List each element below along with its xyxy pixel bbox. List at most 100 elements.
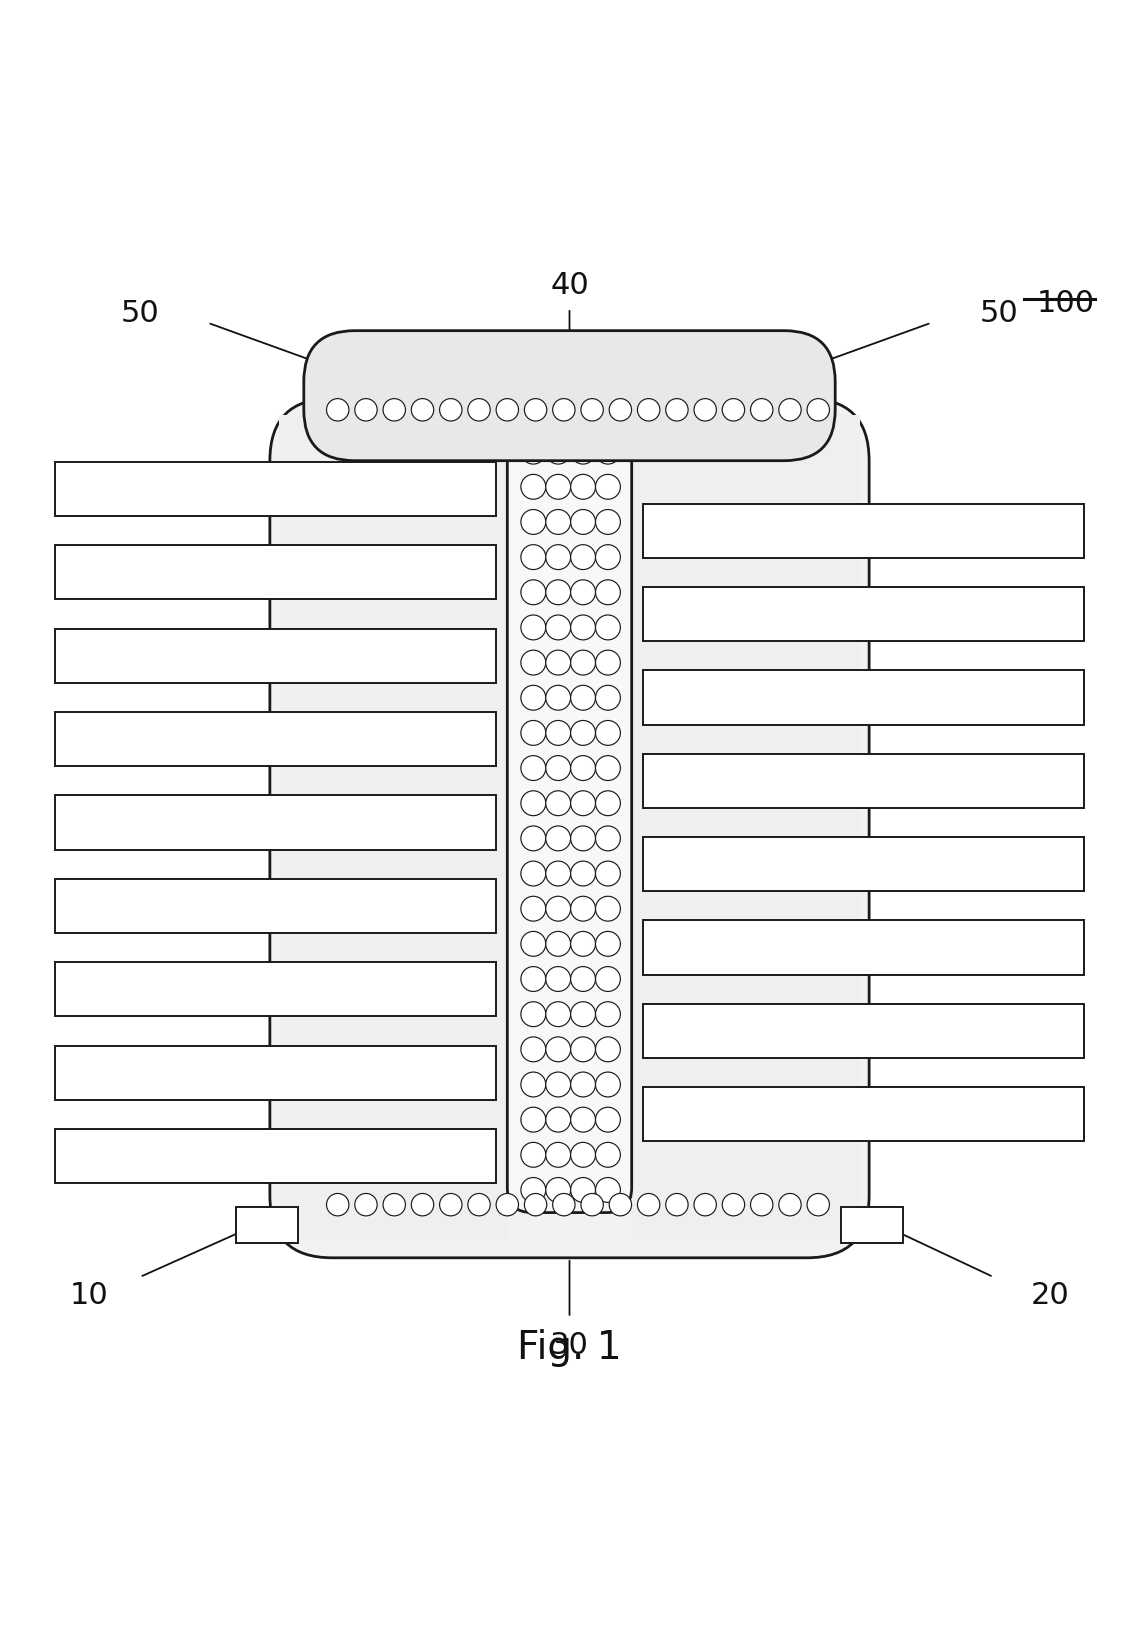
Circle shape <box>596 1073 621 1097</box>
Circle shape <box>546 791 571 816</box>
Circle shape <box>665 398 688 421</box>
Circle shape <box>546 615 571 640</box>
Circle shape <box>521 1036 546 1061</box>
Circle shape <box>571 791 596 816</box>
Circle shape <box>497 1194 518 1216</box>
Circle shape <box>779 1194 801 1216</box>
Circle shape <box>581 1194 604 1216</box>
Circle shape <box>524 1194 547 1216</box>
Circle shape <box>546 439 571 464</box>
FancyBboxPatch shape <box>507 410 632 1212</box>
Text: 30: 30 <box>550 1331 589 1360</box>
Circle shape <box>521 1178 546 1202</box>
Circle shape <box>521 826 546 850</box>
Circle shape <box>596 686 621 711</box>
Circle shape <box>571 1036 596 1061</box>
Circle shape <box>638 398 659 421</box>
Bar <box>841 1207 903 1244</box>
Circle shape <box>524 398 547 421</box>
Text: 20: 20 <box>1031 1280 1070 1309</box>
Circle shape <box>596 897 621 921</box>
Circle shape <box>596 721 621 745</box>
Circle shape <box>552 398 575 421</box>
Circle shape <box>596 579 621 605</box>
Circle shape <box>440 1194 462 1216</box>
Circle shape <box>722 398 745 421</box>
Circle shape <box>571 686 596 711</box>
Circle shape <box>571 439 596 464</box>
Circle shape <box>571 721 596 745</box>
Text: 50: 50 <box>980 299 1018 329</box>
Circle shape <box>552 1194 575 1216</box>
Circle shape <box>596 1107 621 1132</box>
Circle shape <box>571 860 596 887</box>
Circle shape <box>521 650 546 674</box>
Circle shape <box>596 860 621 887</box>
Circle shape <box>638 1194 659 1216</box>
Circle shape <box>571 897 596 921</box>
Circle shape <box>546 1107 571 1132</box>
Circle shape <box>521 1002 546 1026</box>
Bar <box>279 416 507 1240</box>
Circle shape <box>609 398 631 421</box>
Circle shape <box>596 1036 621 1061</box>
Bar <box>55 796 495 849</box>
Circle shape <box>521 579 546 605</box>
Circle shape <box>571 1002 596 1026</box>
Circle shape <box>596 826 621 850</box>
Bar <box>644 670 1084 724</box>
Circle shape <box>571 474 596 498</box>
Circle shape <box>546 826 571 850</box>
Circle shape <box>411 1194 434 1216</box>
Circle shape <box>546 1178 571 1202</box>
Circle shape <box>571 615 596 640</box>
Text: 40: 40 <box>550 271 589 299</box>
Circle shape <box>468 398 490 421</box>
Circle shape <box>468 1194 490 1216</box>
Circle shape <box>694 398 716 421</box>
Circle shape <box>596 510 621 535</box>
Text: Fig. 1: Fig. 1 <box>517 1329 622 1367</box>
Circle shape <box>383 1194 405 1216</box>
Circle shape <box>546 510 571 535</box>
Circle shape <box>571 544 596 569</box>
FancyBboxPatch shape <box>270 398 869 1258</box>
Circle shape <box>383 398 405 421</box>
Circle shape <box>581 398 604 421</box>
Circle shape <box>546 897 571 921</box>
Circle shape <box>596 615 621 640</box>
Bar <box>644 837 1084 892</box>
Circle shape <box>571 579 596 605</box>
Circle shape <box>546 860 571 887</box>
Bar <box>644 587 1084 642</box>
Circle shape <box>521 615 546 640</box>
Circle shape <box>546 1073 571 1097</box>
Bar <box>55 1046 495 1101</box>
Circle shape <box>521 474 546 498</box>
Circle shape <box>546 931 571 956</box>
Circle shape <box>521 1073 546 1097</box>
Circle shape <box>808 1194 829 1216</box>
Circle shape <box>596 791 621 816</box>
Circle shape <box>596 931 621 956</box>
Circle shape <box>751 398 773 421</box>
Circle shape <box>546 686 571 711</box>
Circle shape <box>546 1036 571 1061</box>
Text: 50: 50 <box>121 299 159 329</box>
Text: 100: 100 <box>1038 290 1096 317</box>
Circle shape <box>571 1142 596 1168</box>
Circle shape <box>521 931 546 956</box>
Circle shape <box>808 398 829 421</box>
Circle shape <box>665 1194 688 1216</box>
Circle shape <box>571 755 596 780</box>
Circle shape <box>694 1194 716 1216</box>
Circle shape <box>722 1194 745 1216</box>
Circle shape <box>779 398 801 421</box>
Circle shape <box>546 579 571 605</box>
Circle shape <box>596 439 621 464</box>
Bar <box>55 462 495 517</box>
Circle shape <box>521 1142 546 1168</box>
Bar <box>55 628 495 683</box>
Bar <box>55 962 495 1017</box>
Circle shape <box>521 1107 546 1132</box>
